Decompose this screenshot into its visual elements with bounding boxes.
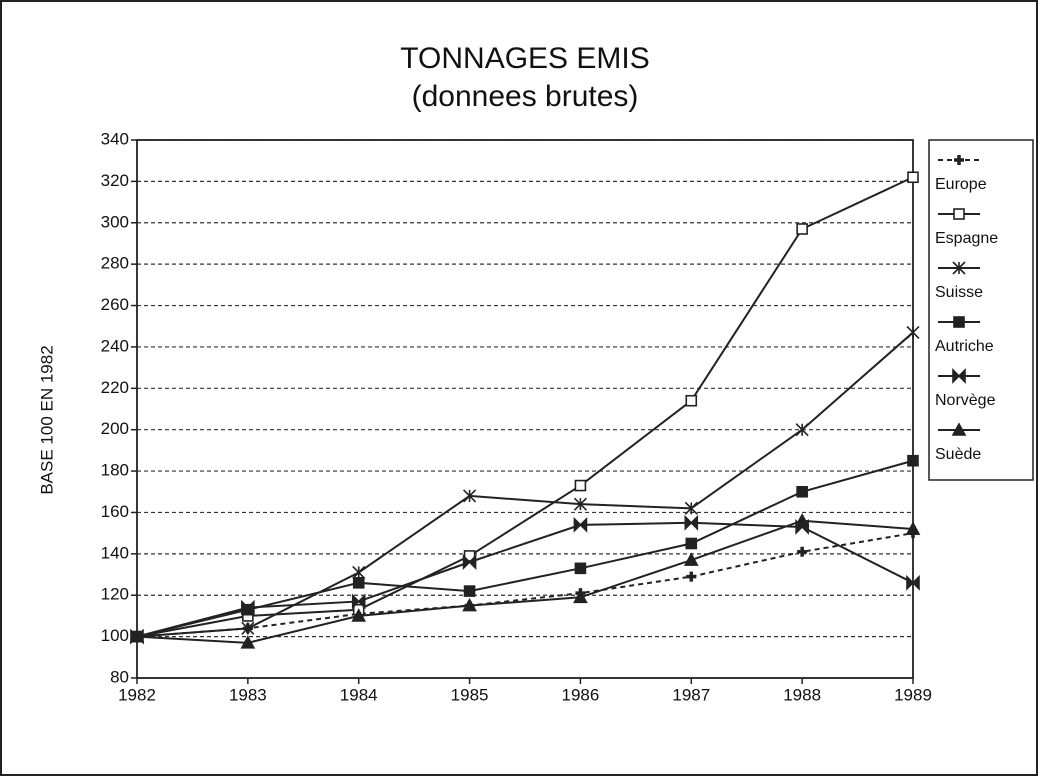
marker	[906, 325, 920, 340]
y-tick-label: 180	[101, 461, 129, 480]
legend-label: Norvège	[935, 392, 996, 409]
legend-label: Suède	[935, 446, 981, 463]
y-tick-label: 280	[101, 254, 129, 273]
legend-label: Autriche	[935, 338, 994, 355]
marker	[573, 497, 587, 511]
marker	[952, 368, 966, 384]
series-line	[136, 459, 914, 638]
y-tick-label: 240	[101, 336, 129, 355]
x-tick-label: 1986	[562, 685, 600, 704]
marker	[573, 589, 588, 604]
marker	[462, 554, 477, 571]
marker	[906, 574, 920, 591]
marker	[463, 489, 477, 503]
marker	[684, 514, 699, 531]
marker	[573, 516, 588, 533]
series-line	[136, 519, 914, 644]
x-tick-label: 1983	[229, 685, 267, 704]
marker	[685, 394, 698, 407]
marker	[686, 571, 697, 582]
marker	[953, 316, 965, 328]
chart-title: TONNAGES EMIS	[400, 42, 650, 75]
y-tick-label: 100	[101, 626, 129, 645]
y-axis-label: BASE 100 EN 1982	[37, 345, 56, 494]
marker	[796, 485, 808, 498]
marker	[351, 593, 366, 610]
y-tick-label: 80	[110, 667, 129, 686]
marker	[794, 513, 810, 527]
marker	[574, 479, 587, 492]
marker	[683, 552, 699, 566]
x-tick-label: 1987	[672, 685, 710, 704]
y-tick-label: 340	[101, 129, 129, 148]
series-line	[136, 532, 914, 638]
marker	[685, 537, 698, 550]
series-line	[136, 176, 914, 638]
marker	[952, 261, 966, 275]
marker	[463, 585, 476, 597]
legend-label: Suisse	[935, 284, 983, 301]
marker	[129, 628, 145, 643]
x-tick-label: 1984	[340, 685, 378, 704]
y-tick-label: 260	[101, 295, 129, 314]
marker	[352, 577, 365, 589]
marker	[953, 208, 965, 220]
y-tick-label: 120	[101, 585, 129, 604]
marker	[795, 423, 809, 437]
marker	[907, 171, 919, 184]
marker	[954, 155, 964, 165]
marker	[352, 565, 366, 580]
y-tick-label: 160	[101, 502, 129, 521]
x-tick-label: 1989	[894, 685, 932, 704]
marker	[796, 223, 808, 235]
chart-subtitle: (donnees brutes)	[412, 80, 639, 113]
marker	[905, 521, 921, 535]
x-tick-label: 1982	[118, 685, 156, 704]
marker	[797, 546, 808, 557]
marker	[907, 454, 919, 467]
y-tick-label: 200	[101, 419, 129, 438]
legend-box	[928, 139, 1034, 481]
marker	[684, 501, 698, 515]
x-tick-label: 1985	[451, 685, 489, 704]
marker	[462, 597, 477, 612]
y-tick-label: 320	[101, 171, 129, 190]
legend-label: Europe	[935, 176, 987, 193]
y-tick-label: 220	[101, 378, 129, 397]
marker	[240, 635, 256, 649]
plot-frame	[136, 139, 914, 679]
marker	[241, 621, 255, 635]
x-tick-label: 1988	[783, 685, 821, 704]
series-line	[136, 331, 914, 638]
marker	[241, 599, 255, 616]
marker	[463, 550, 476, 562]
legend-label: Espagne	[935, 230, 998, 247]
marker	[951, 422, 967, 436]
y-tick-label: 300	[101, 212, 129, 231]
marker	[351, 608, 367, 622]
y-tick-label: 140	[101, 543, 129, 562]
marker	[574, 562, 587, 575]
